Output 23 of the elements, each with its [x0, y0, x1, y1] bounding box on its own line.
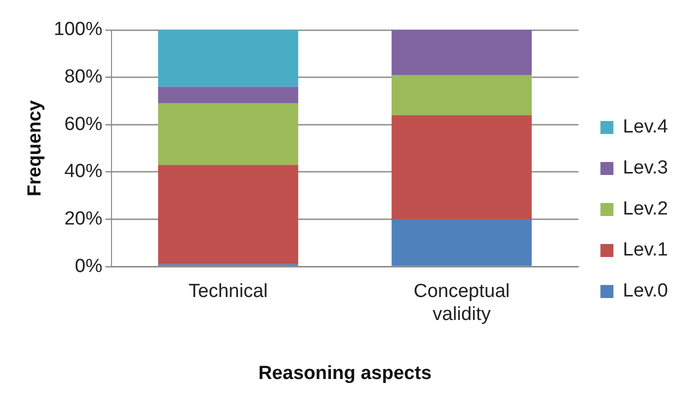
x-tick-label: Technical — [188, 281, 268, 302]
y-tick-label: 100% — [54, 19, 102, 40]
bar — [392, 115, 532, 220]
y-tick-label: 40% — [64, 161, 102, 182]
legend-label: Lev.1 — [622, 240, 668, 261]
bar — [392, 74, 532, 116]
x-axis-title: Reasoning aspects — [258, 362, 432, 384]
legend-label: Lev.2 — [622, 198, 668, 220]
bar — [158, 86, 298, 104]
x-tick-label: Conceptual validity — [414, 281, 510, 326]
y-tick-label: 60% — [64, 114, 102, 135]
legend-label: Lev.4 — [622, 116, 668, 138]
bar — [158, 103, 298, 165]
legend-label: Lev.3 — [622, 158, 668, 179]
y-tick-label: 0% — [74, 256, 102, 277]
y-tick-label: 20% — [64, 208, 102, 230]
bar — [158, 30, 298, 87]
y-axis-title: Frequency — [24, 100, 46, 196]
bar — [392, 219, 532, 266]
legend-label: Lev.0 — [622, 280, 668, 302]
bar — [158, 164, 298, 264]
bar — [392, 30, 532, 75]
y-tick-label: 80% — [64, 66, 102, 88]
